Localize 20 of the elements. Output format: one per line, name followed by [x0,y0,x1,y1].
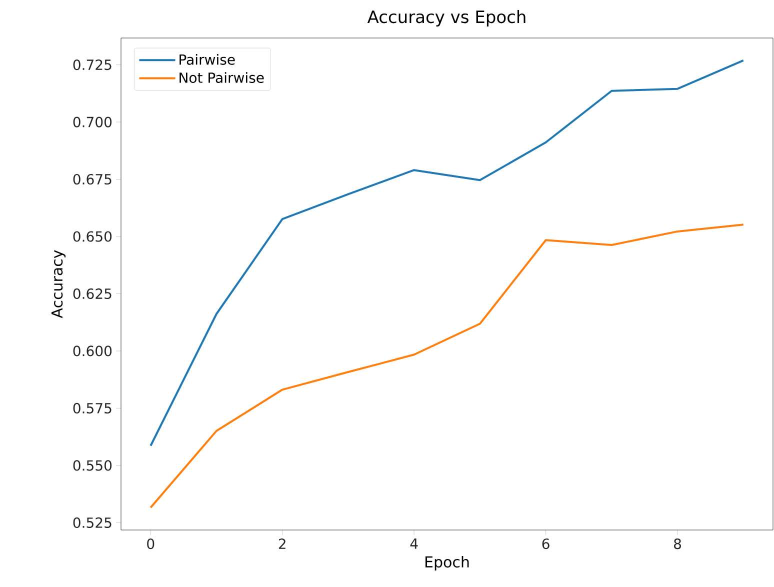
x-axis-title: Epoch [426,556,469,570]
y-tick-label: 0.575 [73,402,112,414]
y-axis-title: Accuracy [52,250,66,318]
line-series [150,224,744,509]
x-tick-label: 8 [674,538,681,550]
legend-label: Pairwise [180,54,235,65]
x-tick-label: 6 [542,538,550,550]
x-tick-label: 2 [278,538,286,549]
y-tick-label: 0.600 [73,346,112,356]
y-tick-label: 0.525 [73,517,112,528]
y-tick-label: 0.700 [73,116,112,128]
y-tick-label: 0.650 [73,231,112,242]
y-tick-label: 0.625 [73,288,112,300]
y-tick-label: 0.675 [73,174,112,185]
x-tick-label: 0 [147,538,154,550]
y-tick-label: 0.725 [73,59,112,70]
chart-title: Accuracy vs Epoch [367,10,526,26]
legend-label: Not Pairwise [180,72,264,83]
y-tick-label: 0.550 [73,460,112,471]
x-tick-label: 4 [410,538,418,549]
